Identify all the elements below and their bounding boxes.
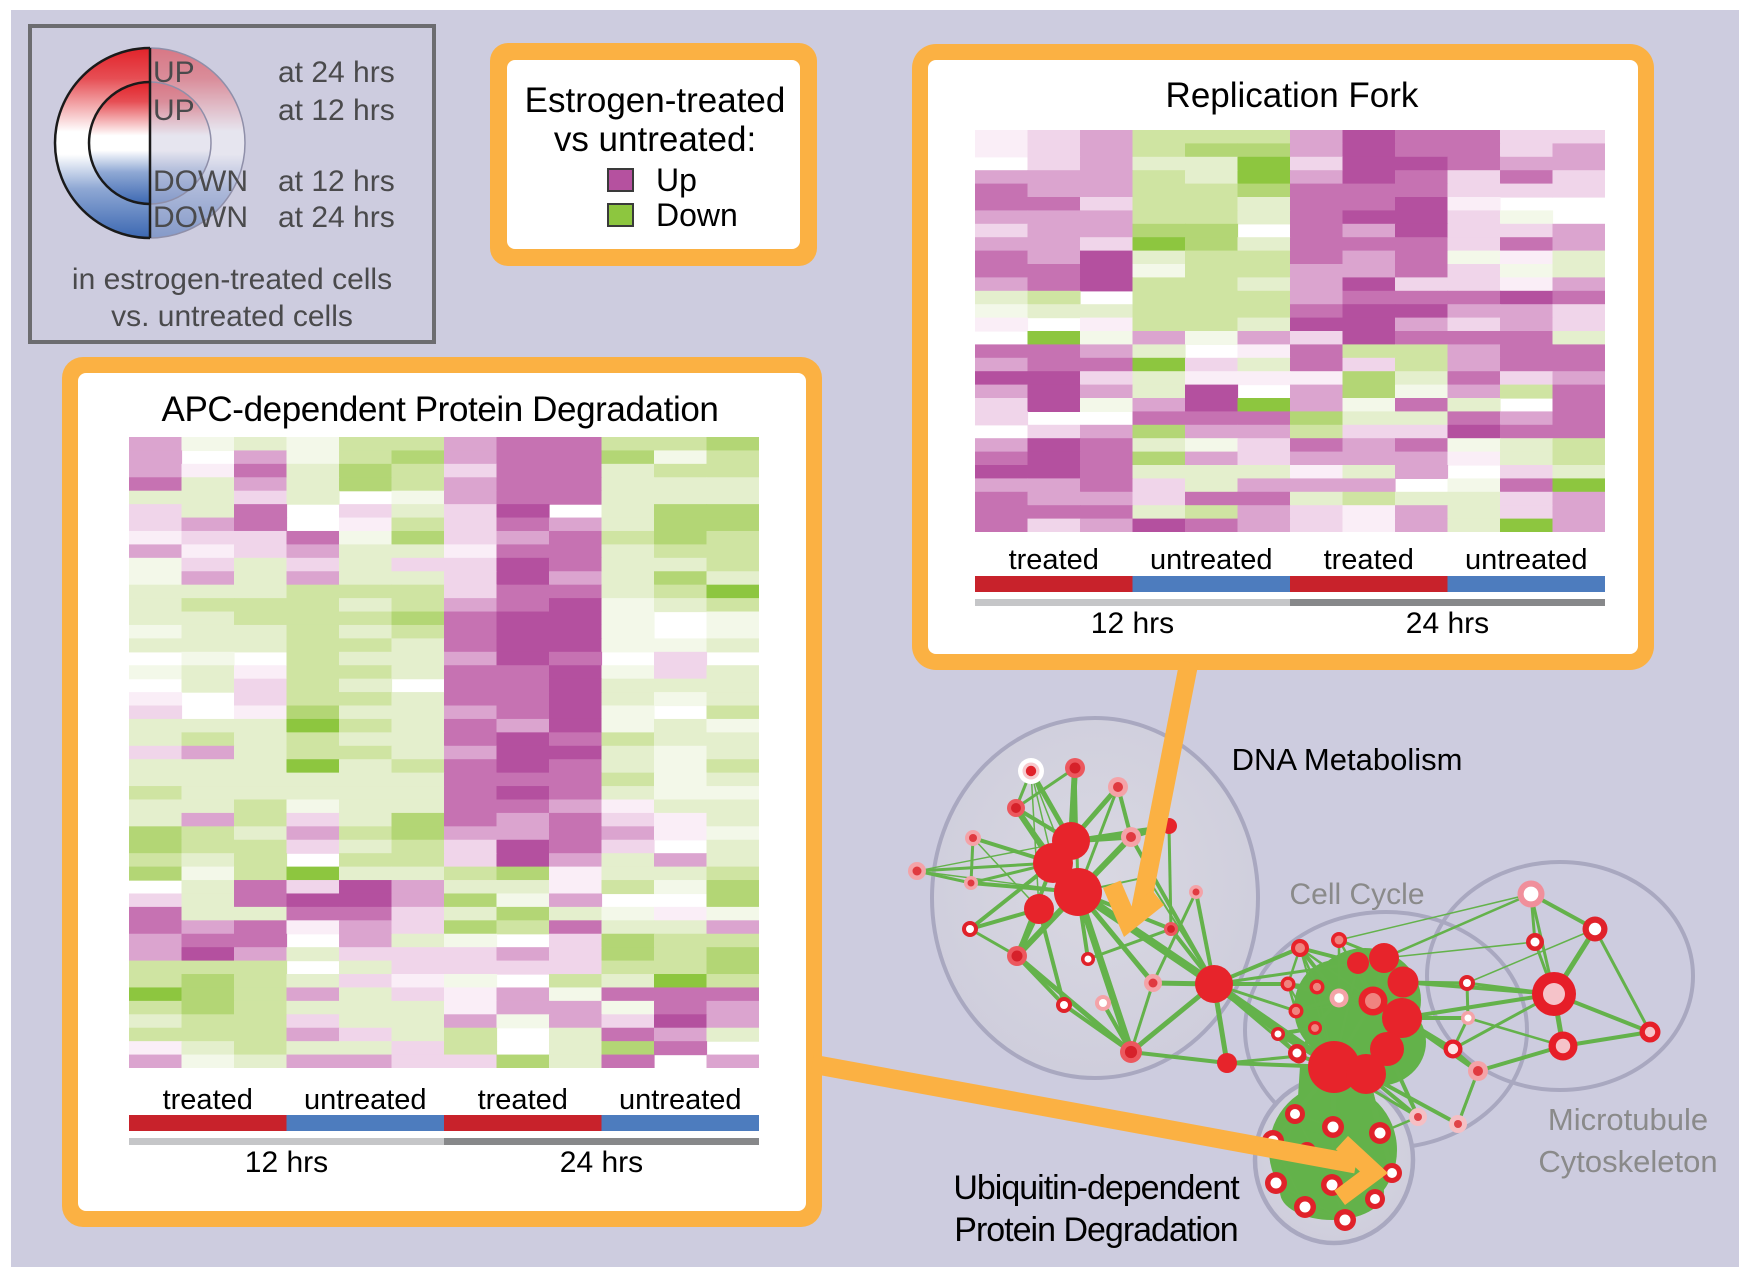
svg-text:Ubiquitin-dependent: Ubiquitin-dependent	[953, 1169, 1240, 1207]
svg-text:Up: Up	[656, 162, 697, 198]
svg-text:Replication Fork: Replication Fork	[1166, 76, 1419, 115]
svg-text:APC-dependent Protein Degradat: APC-dependent Protein Degradation	[162, 390, 719, 429]
svg-text:untreated: untreated	[1465, 544, 1588, 576]
svg-text:24 hrs: 24 hrs	[560, 1146, 643, 1179]
svg-text:UP: UP	[153, 56, 195, 89]
svg-text:Cell Cycle: Cell Cycle	[1289, 878, 1424, 911]
svg-text:untreated: untreated	[1150, 544, 1273, 576]
svg-text:24 hrs: 24 hrs	[1406, 607, 1489, 640]
svg-text:at 24 hrs: at 24 hrs	[278, 56, 395, 89]
svg-text:12 hrs: 12 hrs	[1091, 607, 1174, 640]
svg-text:Down: Down	[656, 197, 738, 233]
svg-text:treated: treated	[163, 1084, 253, 1116]
svg-text:DOWN: DOWN	[153, 165, 248, 198]
svg-text:untreated: untreated	[619, 1084, 742, 1116]
svg-text:Protein Degradation: Protein Degradation	[954, 1211, 1237, 1249]
svg-text:vs. untreated cells: vs. untreated cells	[111, 300, 353, 333]
svg-text:at 12 hrs: at 12 hrs	[278, 94, 395, 127]
svg-text:DOWN: DOWN	[153, 201, 248, 234]
svg-text:treated: treated	[478, 1084, 568, 1116]
svg-text:Microtubule: Microtubule	[1548, 1102, 1708, 1137]
svg-text:in estrogen-treated cells: in estrogen-treated cells	[72, 263, 392, 296]
svg-text:12 hrs: 12 hrs	[245, 1146, 328, 1179]
svg-text:Estrogen-treated: Estrogen-treated	[525, 81, 786, 120]
svg-text:vs untreated:: vs untreated:	[554, 120, 756, 159]
svg-text:treated: treated	[1324, 544, 1414, 576]
svg-text:DNA Metabolism: DNA Metabolism	[1232, 742, 1463, 777]
svg-text:Cytoskeleton: Cytoskeleton	[1538, 1144, 1717, 1179]
svg-text:treated: treated	[1009, 544, 1099, 576]
svg-text:at 12 hrs: at 12 hrs	[278, 165, 395, 198]
svg-text:at 24 hrs: at 24 hrs	[278, 201, 395, 234]
svg-text:UP: UP	[153, 94, 195, 127]
svg-text:untreated: untreated	[304, 1084, 427, 1116]
